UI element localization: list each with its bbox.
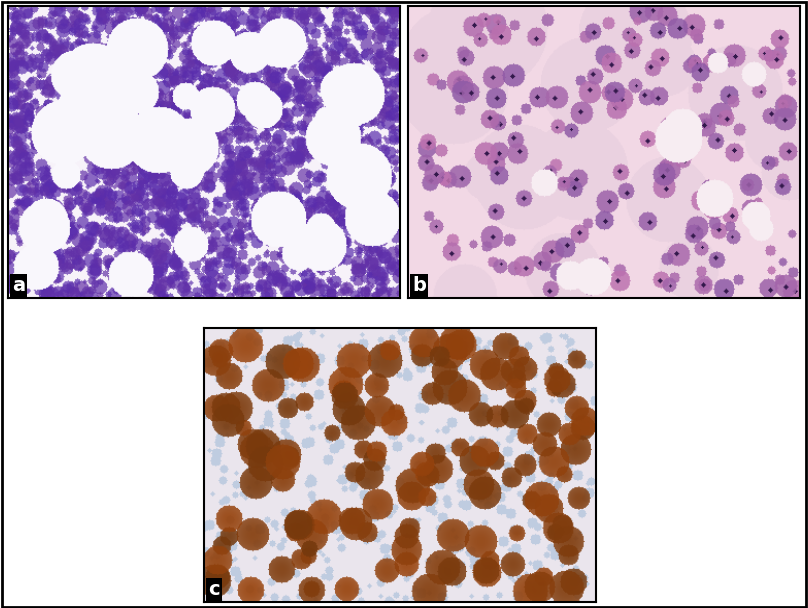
Text: c: c <box>208 580 220 599</box>
Text: b: b <box>412 276 426 295</box>
Text: a: a <box>12 276 25 295</box>
